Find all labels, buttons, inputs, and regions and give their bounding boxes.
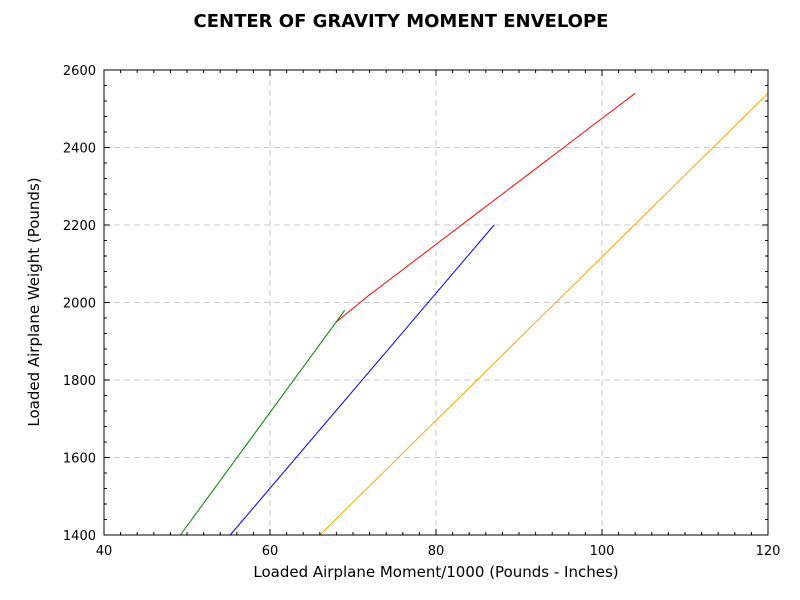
y-axis-label: Loaded Airplane Weight (Pounds)	[25, 177, 43, 426]
y-tick-label: 1800	[63, 374, 96, 389]
series-line-3	[229, 224, 495, 536]
series-line-2	[336, 92, 636, 323]
x-tick-label: 120	[756, 544, 781, 559]
x-axis-label: Loaded Airplane Moment/1000 (Pounds - In…	[253, 563, 618, 581]
y-tick-label: 1400	[63, 529, 96, 544]
x-tick-label: 80	[428, 544, 445, 559]
y-tick-label: 2600	[63, 64, 96, 79]
y-tick-label: 2400	[63, 142, 96, 157]
y-tick-label: 2200	[63, 219, 96, 234]
series-line-1	[179, 310, 346, 536]
series-line-4	[319, 92, 769, 536]
chart-title: CENTER OF GRAVITY MOMENT ENVELOPE	[194, 11, 609, 32]
axis-ticks: 40 60 80 100 120 1400 1600 1800 2000 2200 2400 2600	[63, 64, 781, 559]
grid	[104, 70, 768, 535]
series-layer	[179, 92, 769, 536]
x-tick-label: 60	[262, 544, 279, 559]
y-tick-label: 1600	[63, 452, 96, 467]
x-tick-label: 40	[96, 544, 113, 559]
x-tick-label: 100	[590, 544, 615, 559]
y-tick-label: 2000	[63, 297, 96, 312]
